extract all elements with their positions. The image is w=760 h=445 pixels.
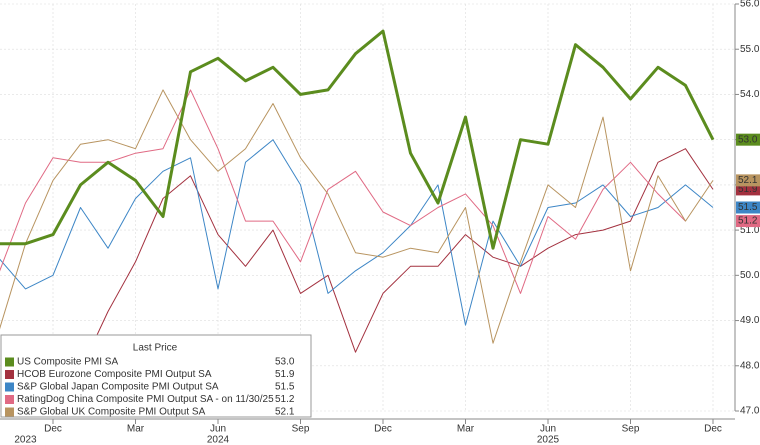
- series-line: [0, 89, 686, 294]
- x-tick-label: Jun: [540, 424, 556, 435]
- value-tag: [736, 201, 760, 214]
- legend-swatch: [5, 357, 14, 367]
- x-tick-label: Jun: [210, 424, 226, 435]
- value-tag-label: 52.1: [738, 175, 758, 186]
- y-tick-label: 51.0: [740, 225, 760, 236]
- x-tick-label: Sep: [622, 424, 640, 435]
- series-line: [0, 89, 714, 344]
- legend-swatch: [5, 395, 14, 404]
- x-tick-label: Dec: [704, 424, 722, 435]
- y-tick-label: 56.0: [740, 0, 760, 10]
- value-tag-label: 51.2: [738, 216, 758, 227]
- legend: Last Price US Composite PMI SA 53.0 HCOB Eu…: [0, 334, 312, 418]
- y-tick-label: 48.0: [740, 360, 760, 371]
- y-tick-label: 54.0: [740, 89, 760, 100]
- value-tag: [736, 183, 760, 196]
- series-line: [0, 139, 714, 326]
- year-label: 2024: [207, 435, 230, 445]
- legend-label: US Composite PMI SA: [17, 357, 118, 368]
- legend-swatch: [5, 382, 14, 392]
- legend-swatch: [5, 407, 14, 417]
- value-tag: [736, 133, 760, 146]
- value-tag: [736, 215, 760, 228]
- x-tick-label: Dec: [44, 424, 62, 435]
- y-tick-label: 50.0: [740, 270, 760, 281]
- value-tag-label: 51.5: [738, 202, 758, 213]
- x-tick-label: Dec: [374, 424, 392, 435]
- legend-label: HCOB Eurozone Composite PMI Output SA: [17, 369, 212, 380]
- legend-value: 52.1: [275, 407, 295, 418]
- grid: [0, 3, 735, 412]
- legend-value: 51.9: [275, 369, 295, 380]
- plot-area: [0, 29, 715, 411]
- legend-box: [0, 334, 312, 418]
- legend-value: 51.2: [275, 394, 295, 405]
- x-tick-label: Mar: [127, 424, 145, 435]
- x-tick-label: Mar: [457, 424, 475, 435]
- legend-title: Last Price: [133, 343, 178, 354]
- legend-value: 53.0: [275, 357, 295, 368]
- value-tag-label: 53.0: [738, 134, 758, 145]
- series-line: [9, 148, 714, 411]
- legend-label: S&P Global UK Composite PMI Output SA: [17, 407, 206, 418]
- year-label: 2023: [14, 435, 37, 445]
- y-tick-label: 47.0: [740, 406, 760, 417]
- value-tag: [736, 174, 760, 187]
- legend-value: 51.5: [275, 382, 295, 393]
- y-tick-label: 55.0: [740, 44, 760, 55]
- legend-label: S&P Global Japan Composite PMI Output SA: [17, 382, 219, 393]
- x-tick-label: Sep: [292, 424, 310, 435]
- year-label: 2025: [537, 435, 560, 445]
- legend-swatch: [5, 370, 14, 379]
- series-line: [0, 29, 715, 250]
- legend-label: RatingDog China Composite PMI Output SA …: [17, 394, 274, 405]
- y-tick-label: 49.0: [740, 315, 760, 326]
- value-tag-label: 51.9: [738, 184, 758, 195]
